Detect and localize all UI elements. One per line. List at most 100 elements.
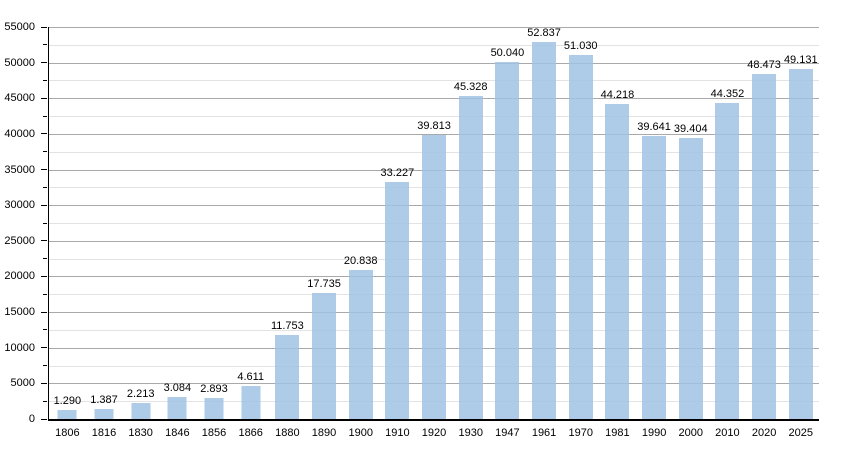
x-tick-label: 1920 bbox=[421, 427, 447, 439]
x-tick-label: 1970 bbox=[568, 427, 593, 439]
y-tick-label: 40000 bbox=[4, 127, 35, 140]
bar-band-1990: 39.641 1990 bbox=[636, 27, 673, 439]
major-gridline bbox=[49, 27, 819, 28]
bar-value-label: 2.213 bbox=[126, 388, 155, 401]
bar-1947 bbox=[495, 62, 520, 419]
x-tick-label: 1846 bbox=[165, 427, 190, 439]
bar-value-label: 39.641 bbox=[637, 121, 671, 134]
y-axis-tick bbox=[41, 26, 47, 28]
bar-value-label: 33.227 bbox=[380, 167, 415, 180]
minor-gridline bbox=[49, 44, 819, 46]
bar-value-label: 17.735 bbox=[307, 277, 341, 290]
y-tick-label: 35000 bbox=[4, 163, 35, 176]
y-tick-label: 20000 bbox=[4, 270, 35, 283]
bar-value-label: 44.352 bbox=[710, 87, 745, 100]
x-tick-label: 2025 bbox=[788, 427, 814, 439]
major-gridline bbox=[49, 98, 819, 100]
x-tick-label: 1947 bbox=[495, 427, 520, 439]
y-axis-tick bbox=[41, 169, 47, 171]
y-axis-tick bbox=[41, 275, 47, 277]
y-axis-tick bbox=[43, 329, 47, 331]
bar-value-label: 44.218 bbox=[600, 88, 635, 101]
bar-2010 bbox=[715, 102, 740, 419]
bar-1910 bbox=[385, 182, 410, 419]
bar-band-1961: 52.837 1961 bbox=[526, 27, 563, 439]
minor-gridline bbox=[49, 116, 819, 118]
y-tick-label: 5000 bbox=[10, 377, 35, 390]
bar-1930 bbox=[458, 95, 483, 419]
y-axis-tick bbox=[41, 240, 47, 242]
x-tick-label: 2010 bbox=[715, 427, 740, 439]
x-tick-label: 1806 bbox=[55, 427, 80, 439]
bar-value-label: 4.611 bbox=[237, 371, 265, 384]
bar-band-2020: 48.473 2020 bbox=[746, 27, 783, 439]
bar-1981 bbox=[605, 103, 630, 419]
bar-value-label: 48.473 bbox=[747, 58, 781, 71]
y-tick-label: 55000 bbox=[4, 21, 35, 33]
x-tick-label: 1830 bbox=[128, 427, 153, 439]
bar-value-label: 50.040 bbox=[490, 47, 525, 60]
plot-area: 1.290 1806 1.387 1816 2.213 1830 3.084 1846 2.89… bbox=[41, 26, 819, 439]
y-tick-label: 25000 bbox=[4, 234, 35, 247]
y-axis-tick bbox=[41, 204, 47, 206]
bar-1806 bbox=[57, 409, 77, 419]
major-gridline bbox=[49, 133, 819, 135]
bar-value-label: 39.813 bbox=[417, 120, 451, 133]
bar-band-1816: 1.387 1816 bbox=[86, 27, 123, 439]
bar-1816 bbox=[94, 409, 114, 419]
bars-layer: 1.290 1806 1.387 1816 2.213 1830 3.084 1846 2.89… bbox=[49, 27, 819, 439]
bar-band-2000: 39.404 2000 bbox=[672, 27, 709, 439]
bar-band-2010: 44.352 2010 bbox=[709, 27, 746, 439]
y-axis-tick bbox=[43, 258, 47, 260]
bar-value-label: 1.290 bbox=[53, 394, 82, 407]
bar-band-1981: 44.218 1981 bbox=[599, 27, 636, 439]
minor-gridline bbox=[49, 80, 819, 82]
x-tick-label: 1910 bbox=[385, 427, 410, 439]
x-tick-label: 1990 bbox=[641, 427, 667, 439]
bar-value-label: 1.387 bbox=[90, 394, 118, 407]
x-tick-label: 1981 bbox=[605, 427, 630, 439]
bar-1856 bbox=[204, 398, 224, 419]
bar-band-1890: 17.735 1890 bbox=[306, 27, 343, 439]
bar-value-label: 51.030 bbox=[563, 40, 598, 53]
bar-1920 bbox=[422, 135, 447, 419]
y-axis-tick bbox=[43, 186, 47, 188]
bar-value-label: 20.838 bbox=[343, 255, 378, 268]
bar-value-label: 49.131 bbox=[783, 53, 818, 66]
bar-band-1900: 20.838 1900 bbox=[342, 27, 379, 439]
bar-band-1830: 2.213 1830 bbox=[122, 27, 159, 439]
y-tick-label: 15000 bbox=[4, 306, 35, 319]
y-axis-tick bbox=[41, 311, 47, 313]
x-tick-label: 1816 bbox=[91, 427, 117, 439]
x-tick-label: 1880 bbox=[275, 427, 300, 439]
x-tick-label: 1890 bbox=[311, 427, 337, 439]
bar-1830 bbox=[131, 403, 151, 419]
y-axis-tick bbox=[41, 133, 47, 135]
bar-band-1856: 2.893 1856 bbox=[196, 27, 233, 439]
bar-1970 bbox=[568, 55, 593, 419]
bar-band-1930: 45.328 1930 bbox=[452, 27, 489, 439]
y-axis-tick bbox=[41, 347, 47, 349]
y-tick-label: 0 bbox=[28, 413, 35, 425]
bar-value-label: 45.328 bbox=[453, 80, 488, 93]
y-axis-tick bbox=[43, 151, 47, 153]
bar-2025 bbox=[788, 68, 813, 419]
y-tick-label: 45000 bbox=[4, 92, 35, 105]
bar-1866 bbox=[241, 386, 261, 419]
x-tick-label: 1900 bbox=[348, 427, 373, 439]
y-axis-tick bbox=[41, 418, 47, 420]
major-gridline bbox=[49, 62, 819, 64]
bar-1880 bbox=[275, 335, 300, 419]
bar-1846 bbox=[167, 397, 187, 419]
y-axis-tick bbox=[43, 115, 47, 117]
y-axis-tick bbox=[41, 97, 47, 99]
bar-band-1947: 50.040 1947 bbox=[489, 27, 526, 439]
y-axis-tick bbox=[41, 62, 47, 64]
bar-band-2025: 49.131 2025 bbox=[782, 27, 819, 439]
bar-1900 bbox=[348, 270, 373, 419]
bar-2020 bbox=[752, 73, 777, 419]
y-axis-tick bbox=[43, 400, 47, 402]
y-tick-label: 30000 bbox=[4, 199, 35, 212]
x-tick-label: 1961 bbox=[531, 427, 557, 439]
x-tick-label: 2020 bbox=[751, 427, 777, 439]
